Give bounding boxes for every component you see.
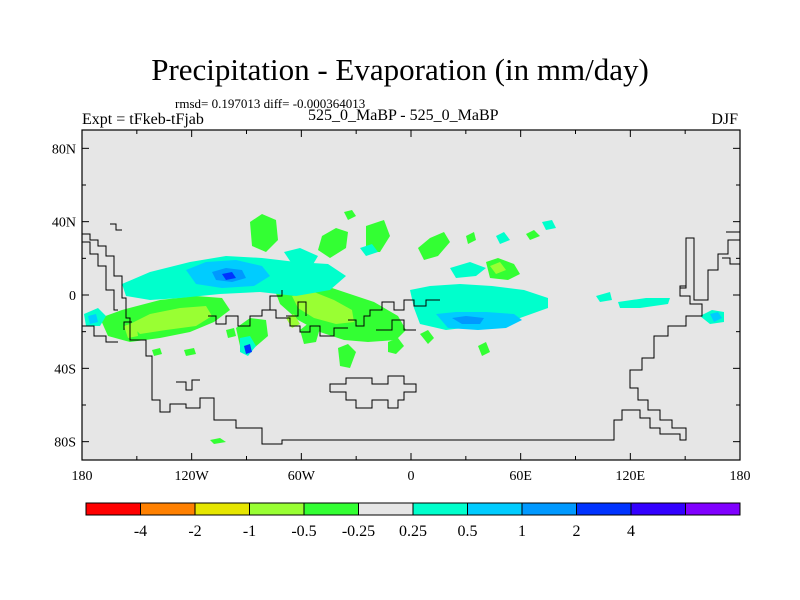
lon-tick-label: 60E — [509, 469, 532, 484]
lat-tick-label: 40N — [52, 216, 76, 231]
colorbar-swatch — [194, 502, 250, 516]
colorbar-label: 0.25 — [399, 523, 427, 540]
plot-title: Precipitation - Evaporation (in mm/day) — [151, 52, 649, 87]
period-label: 525_0_MaBP - 525_0_MaBP — [308, 107, 499, 124]
colorbar-label: -2 — [188, 523, 201, 540]
colorbar-label: 1 — [518, 523, 526, 540]
colorbar-label: -1 — [243, 523, 256, 540]
axis-tick-labels: 180 120W 60W 0 60E 120E 180 80N 40N 0 40S 80S — [52, 142, 751, 484]
colorbar-label: 2 — [573, 523, 581, 540]
colorbar-label: 4 — [627, 523, 635, 540]
colorbar-swatch — [140, 502, 196, 516]
colorbar-swatch — [412, 502, 468, 516]
lon-tick-label: 180 — [72, 469, 93, 484]
colorbar-swatch — [685, 502, 741, 516]
colorbar-label: -0.25 — [342, 523, 375, 540]
colorbar-swatch — [521, 502, 577, 516]
contour-light-green — [124, 262, 506, 338]
lon-tick-label: 0 — [408, 469, 415, 484]
colorbar-label: 0.5 — [458, 523, 478, 540]
axis-ticks — [81, 130, 741, 460]
colorbar — [85, 502, 741, 516]
colorbar-swatch — [630, 502, 686, 516]
colorbar-swatch — [358, 502, 414, 516]
experiment-label: Expt = tFkeb-tFjab — [82, 111, 204, 128]
continent-outlines — [82, 223, 740, 445]
colorbar-swatch — [467, 502, 523, 516]
lat-tick-label: 80N — [52, 142, 76, 157]
lat-tick-label: 0 — [69, 289, 76, 304]
colorbar-swatch — [249, 502, 305, 516]
colorbar-swatch — [85, 502, 141, 516]
colorbar-label: -0.5 — [291, 523, 316, 540]
season-label: DJF — [711, 111, 738, 128]
colorbar-label: -4 — [134, 523, 147, 540]
lon-tick-label: 120W — [175, 469, 210, 484]
colorbar-labels: -4 -2 -1 -0.5 -0.25 0.25 0.5 1 2 4 — [134, 523, 635, 540]
colorbar-swatch — [576, 502, 632, 516]
stats-label: rmsd= 0.197013 diff= -0.000364013 — [175, 96, 366, 111]
colorbar-swatch — [303, 502, 359, 516]
lon-tick-label: 120E — [616, 469, 646, 484]
lat-tick-label: 80S — [54, 436, 76, 451]
lon-tick-label: 180 — [730, 469, 751, 484]
lon-tick-label: 60W — [288, 469, 316, 484]
contour-dark-blue — [222, 272, 252, 354]
lat-tick-label: 40S — [54, 362, 76, 377]
